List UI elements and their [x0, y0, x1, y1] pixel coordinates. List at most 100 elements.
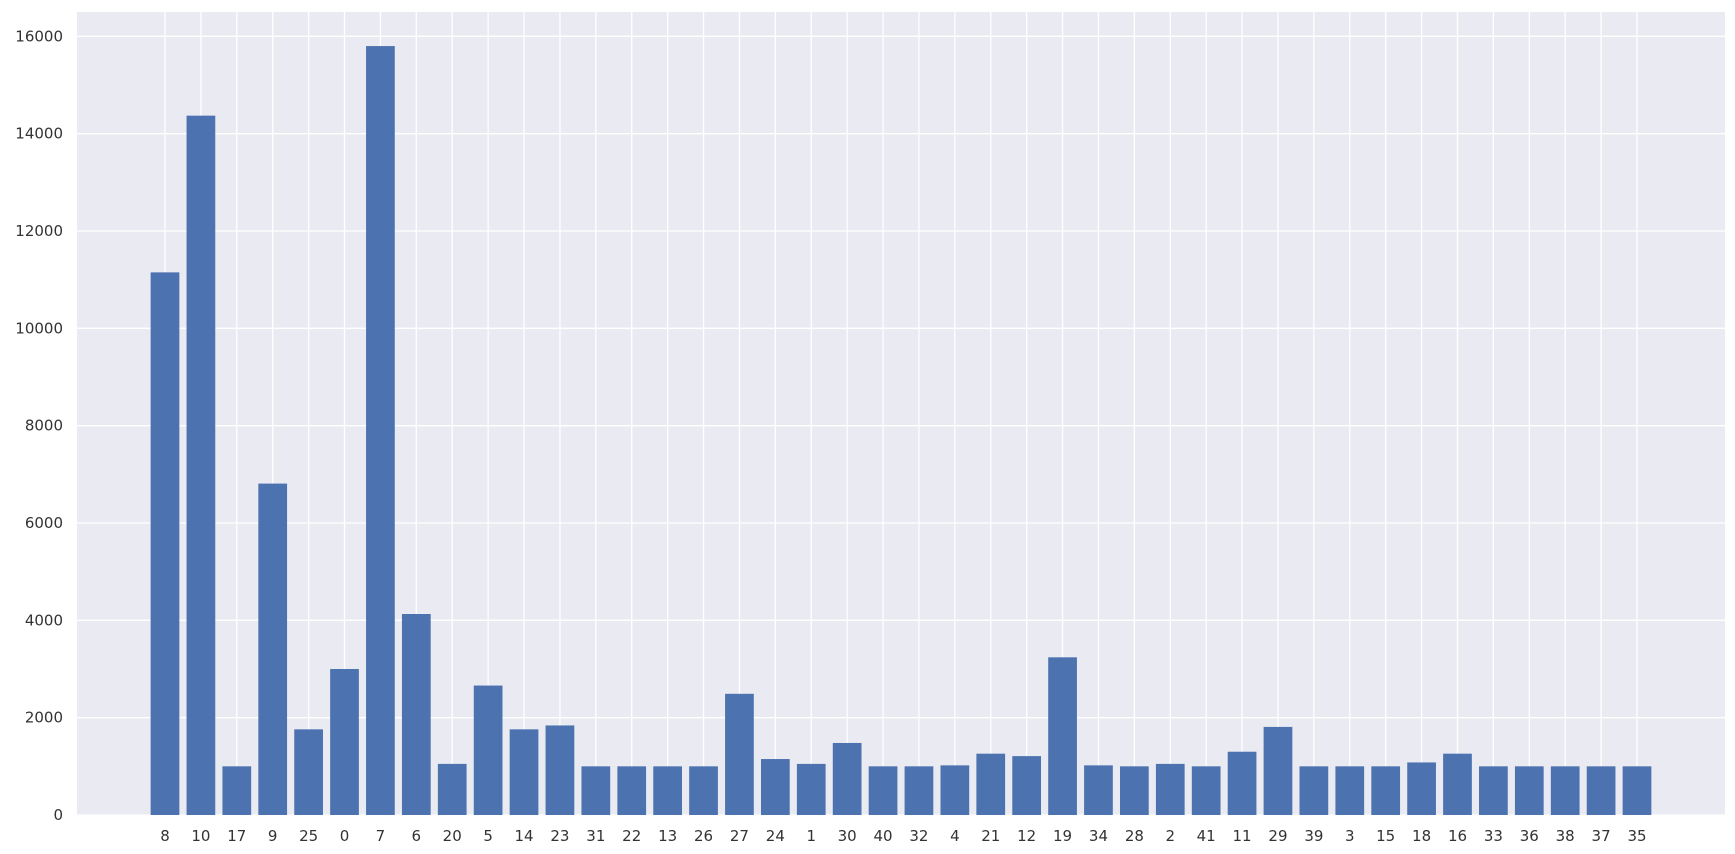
- bar-3: [1335, 766, 1365, 815]
- bar-24: [760, 759, 790, 815]
- bar-18: [1407, 762, 1436, 815]
- x-tick-label: 26: [694, 827, 713, 845]
- x-tick-label: 25: [299, 827, 318, 845]
- bar-9: [258, 483, 288, 815]
- bar-36: [1514, 766, 1544, 815]
- bars: [150, 46, 1652, 816]
- x-tick-label: 10: [191, 827, 210, 845]
- bar-35: [1622, 766, 1652, 815]
- x-tick-label: 6: [412, 827, 422, 845]
- bar-16: [1443, 753, 1472, 815]
- bar-0: [330, 669, 359, 815]
- x-tick-label: 36: [1520, 827, 1539, 845]
- y-tick-label: 0: [53, 806, 63, 824]
- x-tick-label: 24: [766, 827, 785, 845]
- x-tick-label: 27: [730, 827, 749, 845]
- bar-34: [1084, 765, 1113, 815]
- bar-10: [186, 115, 216, 815]
- bar-19: [1048, 657, 1077, 815]
- x-tick-label: 8: [160, 827, 170, 845]
- bar-39: [1299, 766, 1329, 815]
- y-tick-label: 2000: [25, 709, 63, 727]
- bar-6: [401, 614, 431, 815]
- bar-30: [832, 742, 862, 815]
- bar-17: [222, 766, 252, 815]
- plot-area: [77, 12, 1725, 815]
- x-tick-label: 30: [838, 827, 857, 845]
- bar-41: [1191, 766, 1221, 815]
- bar-27: [725, 693, 754, 815]
- bar-14: [509, 729, 539, 815]
- x-tick-label: 38: [1556, 827, 1575, 845]
- bar-22: [617, 766, 647, 815]
- x-tick-label: 34: [1089, 827, 1108, 845]
- x-tick-label: 39: [1304, 827, 1323, 845]
- x-tick-label: 33: [1484, 827, 1503, 845]
- y-tick-label: 16000: [15, 27, 63, 45]
- bar-7: [366, 46, 395, 816]
- x-tick-label: 2: [1165, 827, 1175, 845]
- x-axis-tick-labels: 8 10 17 9 25 0 7 6 20 5 14 23 31 22 13 26 27 24 1 30 40 32 4 21…: [160, 827, 1646, 845]
- x-tick-label: 28: [1125, 827, 1144, 845]
- bar-29: [1263, 726, 1293, 815]
- bar-21: [976, 753, 1006, 815]
- y-tick-label: 8000: [25, 417, 63, 435]
- x-tick-label: 23: [550, 827, 569, 845]
- x-tick-label: 21: [981, 827, 1000, 845]
- bar-1: [796, 763, 826, 815]
- x-tick-label: 29: [1268, 827, 1287, 845]
- x-tick-label: 35: [1627, 827, 1646, 845]
- x-tick-label: 14: [514, 827, 533, 845]
- bar-23: [545, 725, 575, 815]
- bar-8: [150, 272, 180, 815]
- bar-33: [1479, 766, 1508, 815]
- bar-32: [904, 766, 934, 815]
- x-tick-label: 7: [376, 827, 386, 845]
- bar-40: [868, 766, 898, 815]
- x-tick-label: 13: [658, 827, 677, 845]
- x-tick-label: 12: [1017, 827, 1036, 845]
- bar-26: [689, 766, 718, 815]
- bar-15: [1371, 766, 1401, 815]
- bar-2: [1155, 763, 1185, 815]
- x-tick-label: 37: [1592, 827, 1611, 845]
- bar-5: [473, 685, 503, 815]
- bar-37: [1586, 766, 1616, 815]
- x-tick-label: 22: [622, 827, 641, 845]
- grid-lines: [77, 12, 1725, 816]
- bar-12: [1012, 756, 1042, 815]
- x-tick-label: 11: [1233, 827, 1252, 845]
- x-tick-label: 4: [950, 827, 960, 845]
- x-tick-label: 1: [806, 827, 816, 845]
- x-tick-label: 32: [909, 827, 928, 845]
- bar-28: [1120, 766, 1149, 815]
- x-tick-label: 0: [340, 827, 350, 845]
- bar-13: [653, 766, 682, 815]
- y-tick-label: 6000: [25, 514, 63, 532]
- x-tick-label: 31: [586, 827, 605, 845]
- y-axis-tick-labels: 0 2000 4000 6000 8000 10000 12000 14000 16000: [15, 27, 63, 824]
- bar-4: [940, 765, 970, 815]
- y-tick-label: 4000: [25, 611, 63, 629]
- x-tick-label: 15: [1376, 827, 1395, 845]
- x-tick-label: 17: [227, 827, 246, 845]
- bar-38: [1550, 766, 1580, 815]
- x-tick-label: 20: [443, 827, 462, 845]
- x-tick-label: 5: [483, 827, 493, 845]
- y-tick-label: 10000: [15, 319, 63, 337]
- x-tick-label: 41: [1197, 827, 1216, 845]
- y-tick-label: 12000: [15, 222, 63, 240]
- x-tick-label: 3: [1345, 827, 1355, 845]
- y-tick-label: 14000: [15, 125, 63, 143]
- x-tick-label: 16: [1448, 827, 1467, 845]
- bar-11: [1227, 751, 1257, 815]
- x-tick-label: 18: [1412, 827, 1431, 845]
- x-tick-label: 9: [268, 827, 278, 845]
- x-tick-label: 40: [874, 827, 893, 845]
- bar-25: [294, 729, 323, 815]
- bar-20: [437, 763, 467, 815]
- x-tick-label: 19: [1053, 827, 1072, 845]
- bar-31: [581, 766, 611, 815]
